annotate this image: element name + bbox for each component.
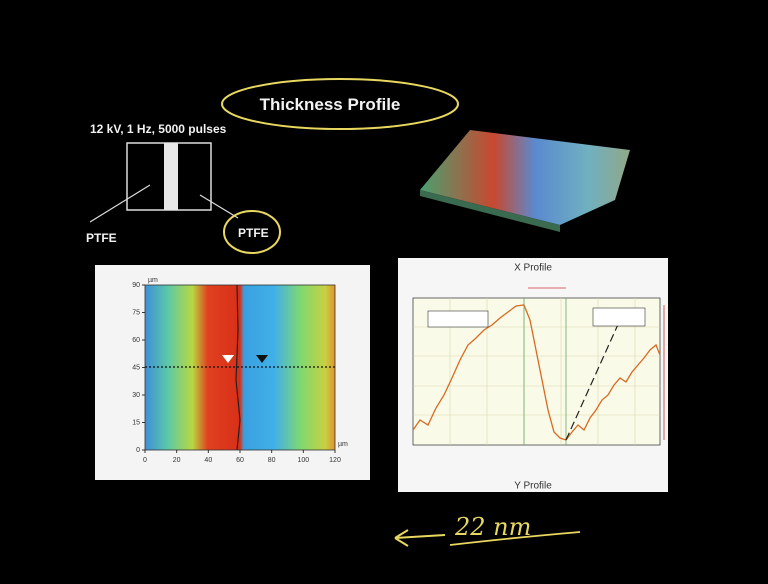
y-tick-label: 30	[132, 392, 140, 399]
sample-gap	[164, 143, 178, 210]
cursor-box	[593, 308, 645, 326]
profile-title: X Profile	[514, 263, 552, 274]
y-tick-label: 15	[132, 419, 140, 426]
y-tick-label: 0	[136, 447, 140, 454]
x-tick-label: 80	[268, 457, 276, 464]
slide-title: Thickness Profile	[260, 95, 401, 114]
x-tick-label: 100	[297, 457, 309, 464]
y-tick-label: 90	[132, 282, 140, 289]
x-tick-label: 0	[143, 457, 147, 464]
label: PTFE	[86, 231, 117, 245]
slide: Thickness Profile 12 kV, 1 Hz, 5000 puls…	[0, 0, 768, 584]
y-tick-label: 75	[132, 309, 140, 316]
x-tick-label: 120	[329, 457, 341, 464]
x-tick-label: 20	[173, 457, 181, 464]
x-tick-label: 60	[236, 457, 244, 464]
conditions: 12 kV, 1 Hz, 5000 pulses	[90, 122, 227, 136]
cursor-box	[428, 311, 488, 327]
profile-footer: Y Profile	[514, 481, 552, 492]
x-tick-label: 40	[204, 457, 212, 464]
surface-3d	[420, 130, 630, 225]
y-unit: µm	[148, 277, 158, 284]
y-tick-label: 60	[132, 337, 140, 344]
label: PTFE	[238, 226, 269, 240]
y-tick-label: 45	[132, 364, 140, 371]
x-unit: µm	[338, 441, 348, 448]
arrow	[395, 530, 445, 546]
